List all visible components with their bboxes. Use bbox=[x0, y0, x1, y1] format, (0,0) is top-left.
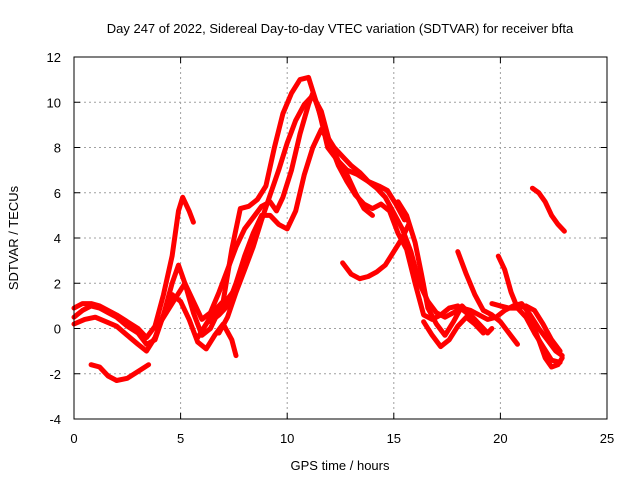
series-arc-f bbox=[195, 74, 565, 359]
series-arc-p bbox=[529, 185, 567, 234]
y-tick-label: 8 bbox=[54, 141, 61, 156]
x-tick-label: 15 bbox=[387, 431, 401, 446]
series-arc-h bbox=[207, 126, 375, 325]
series-arc-l bbox=[455, 249, 520, 347]
series-arc-j bbox=[395, 199, 495, 338]
y-tick-label: 12 bbox=[47, 50, 61, 65]
series-arc-a bbox=[88, 362, 152, 383]
y-tick-label: 10 bbox=[47, 95, 61, 110]
data-series bbox=[71, 74, 567, 383]
chart-title: Day 247 of 2022, Sidereal Day-to-day VTE… bbox=[107, 21, 574, 36]
x-tick-label: 0 bbox=[70, 431, 77, 446]
y-tick-label: 2 bbox=[54, 276, 61, 291]
x-tick-label: 10 bbox=[280, 431, 294, 446]
series-arc-k bbox=[421, 314, 486, 350]
series-arc-e bbox=[156, 90, 407, 327]
series-arc-i bbox=[340, 221, 412, 282]
y-tick-label: 4 bbox=[54, 231, 61, 246]
x-tick-label: 25 bbox=[600, 431, 614, 446]
x-tick-label: 20 bbox=[493, 431, 507, 446]
y-tick-label: -4 bbox=[49, 412, 61, 427]
axis-ticks: 0 5 10 15 20 25 -4 -2 0 2 4 6 8 10 12 bbox=[47, 50, 615, 446]
y-axis-label: SDTVAR / TECUs bbox=[6, 185, 21, 290]
series-arc-n bbox=[495, 253, 563, 365]
x-tick-label: 5 bbox=[177, 431, 184, 446]
series-arc-o bbox=[523, 305, 565, 370]
y-tick-label: 0 bbox=[54, 322, 61, 337]
series-arc-c bbox=[71, 194, 196, 341]
grid-lines bbox=[74, 57, 607, 419]
y-tick-label: -2 bbox=[49, 367, 61, 382]
y-tick-label: 6 bbox=[54, 186, 61, 201]
x-axis-label: GPS time / hours bbox=[291, 458, 390, 473]
